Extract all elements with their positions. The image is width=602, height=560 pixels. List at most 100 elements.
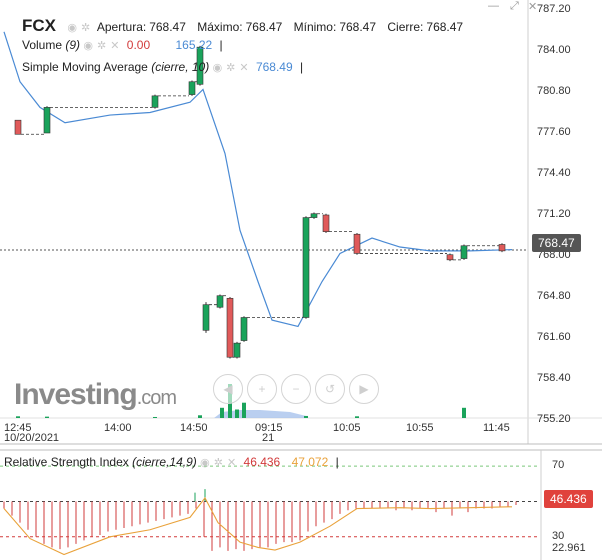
last-price-pill: 768.47 (532, 234, 581, 252)
high-label: Máximo: (197, 20, 243, 34)
volume-bar (198, 415, 202, 418)
rsi-signal-value: 47.072 (291, 455, 329, 469)
candle-body (196, 46, 204, 85)
open-label: Apertura: (96, 20, 147, 34)
scroll-left-icon[interactable]: ◀ (213, 374, 243, 404)
candle-body (240, 317, 248, 341)
candle-body (188, 81, 196, 95)
price-tick-label: 787.20 (537, 3, 571, 15)
symbol-label[interactable]: FCX (22, 16, 56, 35)
zoom-reset-icon[interactable]: ↺ (315, 374, 345, 404)
zoom-in-icon[interactable]: + (247, 374, 277, 404)
volume-legend: Volume (9) ◉ ✲ ✕ 0.00 165.22 | (22, 38, 223, 52)
price-tick-label: 780.80 (537, 85, 571, 97)
rsi-name[interactable]: Relative Strength Index (4, 455, 129, 469)
price-tick-label: 768.00 (537, 249, 571, 261)
sma-divider: | (300, 60, 304, 74)
candle-body (498, 244, 506, 252)
low-label: Mínimo: (293, 20, 337, 34)
candle-body (310, 213, 318, 218)
price-tick-label: 784.00 (537, 44, 571, 56)
price-tick-label: 761.60 (537, 331, 571, 343)
volume-bar (304, 415, 308, 418)
sma-settings-icon[interactable]: ✲ (226, 62, 236, 74)
rsi-panel (0, 465, 540, 556)
minimize-icon[interactable]: — (488, 0, 499, 12)
time-tick-label: 09:15 (255, 422, 283, 434)
sma-eye-icon[interactable]: ◉ (212, 62, 223, 74)
rsi-series-line (3, 496, 513, 556)
sma-name[interactable]: Simple Moving Average (22, 60, 148, 74)
rsi-eye-icon[interactable]: ◉ (200, 457, 210, 469)
time-tick-label: 12:45 (4, 422, 32, 434)
candle-body (216, 295, 224, 308)
eye-icon[interactable]: ◉ (67, 22, 77, 34)
settings-icon[interactable]: ✲ (80, 22, 91, 34)
maximize-icon[interactable]: ⤢ (510, 0, 519, 12)
candle-body (151, 95, 159, 108)
volume-settings-icon[interactable]: ✲ (97, 40, 107, 52)
rsi-param: (cierre,14,9) (132, 455, 197, 469)
sma-param: (cierre, 10) (151, 60, 210, 74)
price-tick-label: 771.20 (537, 208, 571, 220)
candle-body (322, 214, 330, 232)
volume-eye-icon[interactable]: ◉ (83, 40, 93, 52)
sma-legend: Simple Moving Average (cierre, 10) ◉ ✲ ✕ 7… (22, 60, 303, 74)
volume-name[interactable]: Volume (22, 38, 63, 52)
scroll-right-icon[interactable]: ▶ (349, 374, 379, 404)
candles (14, 45, 506, 359)
time-tick-label: 10:55 (406, 422, 434, 434)
sma-close-icon[interactable]: ✕ (239, 62, 249, 74)
volume-divider: | (219, 38, 223, 52)
time-tick-label: 10:05 (333, 422, 361, 434)
rsi-close-icon[interactable]: ✕ (226, 457, 237, 469)
volume-bar (220, 407, 224, 418)
rsi-value: 46.436 (243, 455, 281, 469)
date-tick-label: 10/20/2021 (4, 432, 60, 444)
volume-down-value: 0.00 (126, 38, 151, 52)
rsi-divider: | (335, 455, 339, 469)
candle-body (446, 254, 454, 261)
candle-body (233, 342, 241, 358)
price-tick-label: 764.80 (537, 290, 571, 302)
candle-body (353, 233, 361, 254)
candle-body (14, 119, 22, 135)
low-value: 768.47 (339, 20, 377, 34)
close-icon[interactable]: ✕ (528, 1, 538, 13)
volume-close-icon[interactable]: ✕ (110, 40, 120, 52)
watermark-suffix: .com (136, 387, 177, 409)
rsi-tick-label: 22.961 (552, 542, 586, 555)
candle-body (202, 304, 210, 331)
rsi-legend: Relative Strength Index (cierre,14,9) ◉ ✲… (4, 455, 339, 469)
watermark-brand: Investing (14, 378, 138, 411)
time-tick-label: 14:00 (104, 422, 132, 434)
volume-bar (16, 416, 20, 418)
sma-value: 768.49 (255, 60, 293, 74)
ohlc-legend: FCX ◉ ✲ Apertura: 768.47 Máximo: 768.47 Mín… (22, 16, 471, 36)
candle-body (226, 297, 234, 358)
volume-param: (9) (65, 38, 81, 52)
price-tick-label: 758.40 (537, 372, 571, 384)
close-value: 768.47 (426, 20, 464, 34)
price-tick-label: 755.20 (537, 413, 571, 425)
rsi-settings-icon[interactable]: ✲ (213, 457, 223, 469)
volume-bar (153, 416, 157, 418)
time-tick-label: 11:45 (483, 422, 510, 434)
candle-body (302, 217, 310, 318)
volume-bar (45, 416, 49, 418)
open-value: 768.47 (149, 20, 186, 34)
investing-watermark: Investing.com (14, 378, 177, 412)
sma-series-line (3, 31, 513, 328)
high-value: 768.47 (245, 20, 283, 34)
price-tick-label: 774.40 (537, 167, 571, 179)
candle-body (43, 107, 51, 134)
price-tick-label: 777.60 (537, 126, 571, 138)
rsi-tick-label: 70 (552, 459, 565, 472)
time-tick-label: 14:50 (180, 422, 208, 434)
rsi-tick-label: 30 (552, 529, 565, 542)
volume-bar (462, 407, 466, 418)
volume-bar (242, 402, 246, 418)
zoom-out-icon[interactable]: − (281, 374, 311, 404)
